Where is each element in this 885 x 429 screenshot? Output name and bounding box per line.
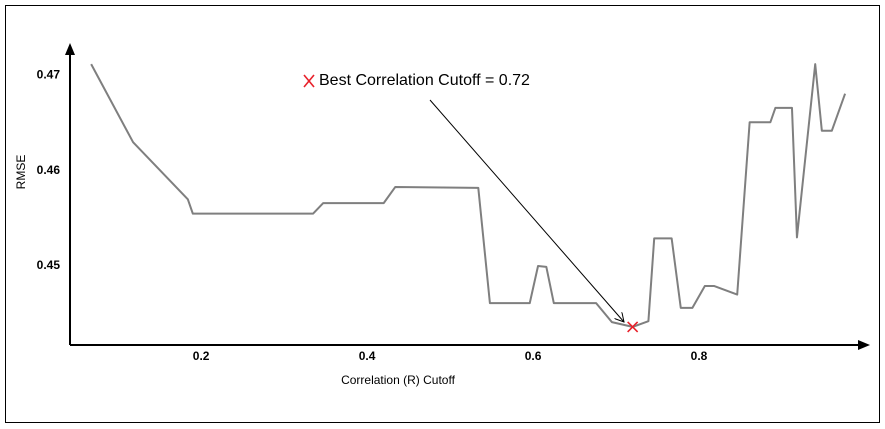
y-tick-label: 0.45 — [37, 258, 61, 272]
annotation: Best Correlation Cutoff = 0.72 — [319, 72, 530, 89]
x-axis-title: Correlation (R) Cutoff — [341, 373, 455, 387]
y-tick-label: 0.46 — [37, 163, 61, 177]
annotation-arrow — [429, 99, 624, 322]
x-tick-label: 0.2 — [193, 349, 210, 363]
x-tick-label: 0.4 — [359, 349, 376, 363]
data-line — [90, 63, 847, 328]
y-axis-arrow — [65, 43, 75, 55]
y-tick-label: 0.47 — [37, 68, 61, 82]
x-tick-label: 0.6 — [525, 349, 542, 363]
x-tick-label: 0.8 — [691, 349, 708, 363]
axes — [69, 52, 862, 346]
y-axis-title: RMSE — [14, 155, 28, 190]
chart-frame — [5, 5, 880, 423]
best-point-marker — [627, 321, 639, 333]
x-axis-arrow — [858, 340, 870, 350]
annotation-marker — [303, 74, 315, 88]
